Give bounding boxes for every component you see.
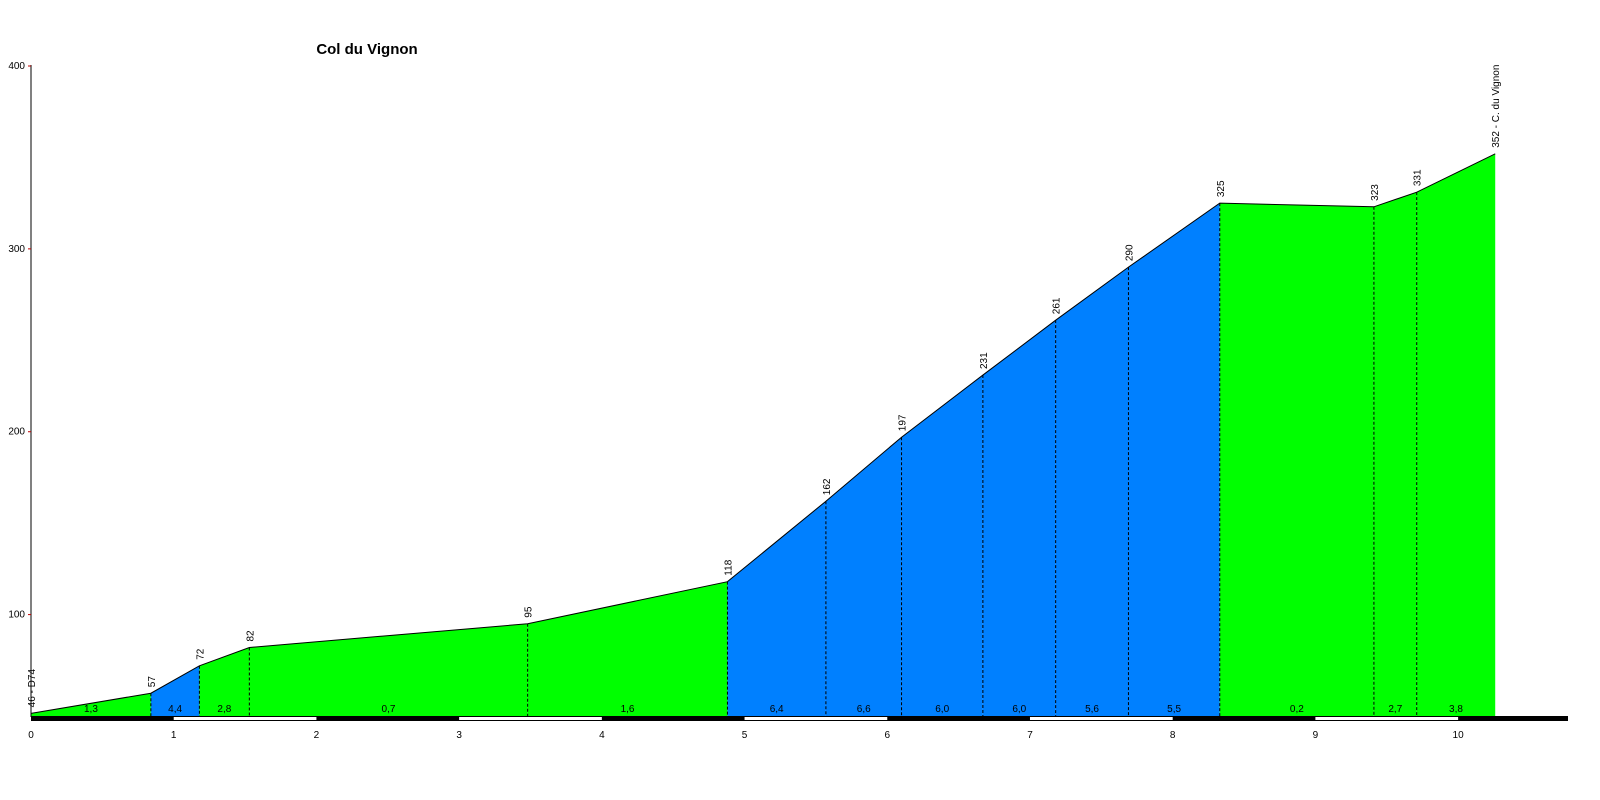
gradient-label: 4,4 (168, 704, 182, 715)
elevation-label: 231 (979, 352, 990, 369)
profile-segment (199, 647, 250, 717)
elevation-label: 162 (822, 478, 833, 495)
gradient-label: 3,8 (1449, 704, 1463, 715)
x-tick-label: 4 (599, 730, 605, 741)
elevation-label: 352 - C. du Vignon (1491, 65, 1502, 148)
y-tick-label: 200 (8, 427, 25, 438)
x-tick-label: 5 (742, 730, 748, 741)
elevation-label: 118 (723, 559, 734, 575)
chart-title: Col du Vignon (316, 41, 417, 58)
x-tick-label: 2 (314, 730, 320, 741)
profile-segment (1055, 267, 1129, 717)
scale-bar-white (1315, 717, 1459, 720)
profile-segment (31, 693, 151, 717)
elevation-label: 323 (1370, 184, 1381, 201)
x-tick-label: 0 (28, 730, 34, 741)
profile-segment (982, 320, 1056, 717)
x-tick-label: 7 (1027, 730, 1033, 741)
gradient-label: 0,2 (1290, 704, 1304, 715)
elevation-label: 261 (1052, 297, 1063, 314)
x-tick-label: 8 (1170, 730, 1176, 741)
gradient-label: 5,5 (1167, 704, 1181, 715)
gradient-label: 1,6 (621, 704, 635, 715)
y-tick-label: 400 (8, 61, 25, 72)
x-tick-label: 9 (1313, 730, 1319, 741)
x-tick-label: 3 (456, 730, 462, 741)
x-tick-label: 1 (171, 730, 177, 741)
elevation-label: 57 (147, 676, 158, 688)
elevation-label: 82 (245, 630, 256, 642)
elevation-label: 325 (1216, 180, 1227, 197)
elevation-label: 95 (524, 606, 535, 618)
profile-segment (1219, 203, 1374, 718)
elevation-label: 72 (195, 648, 206, 660)
gradient-label: 6,0 (1012, 704, 1026, 715)
gradient-label: 5,6 (1085, 704, 1099, 715)
elevation-label: 331 (1413, 169, 1424, 186)
profile-segment (727, 501, 826, 717)
gradient-label: 6,6 (857, 704, 871, 715)
gradient-label: 1,3 (84, 704, 98, 715)
profile-segment (249, 623, 528, 717)
gradient-label: 6,4 (770, 704, 784, 715)
x-tick-label: 10 (1453, 730, 1465, 741)
gradient-label: 6,0 (935, 704, 949, 715)
profile-segment (527, 581, 728, 717)
profile-segment (901, 375, 983, 717)
scale-bar-white (744, 717, 888, 720)
y-tick-label: 300 (8, 244, 25, 255)
elevation-label: 46 - D74 (27, 669, 38, 708)
scale-bar-white (173, 717, 317, 720)
elevation-label: 290 (1124, 244, 1135, 261)
gradient-label: 0,7 (382, 704, 396, 715)
gradient-label: 2,8 (217, 704, 231, 715)
profile-segment (1373, 192, 1417, 717)
scale-bar-white (1029, 717, 1173, 720)
gradient-label: 2,7 (1388, 704, 1402, 715)
profile-segment (150, 665, 200, 717)
y-tick-label: 100 (8, 610, 25, 621)
x-tick-label: 6 (884, 730, 890, 741)
profile-segment (1128, 203, 1220, 718)
profile-segment (825, 437, 902, 717)
scale-bar-white (459, 717, 602, 720)
profile-segment (1416, 153, 1496, 718)
elevation-label: 197 (898, 414, 909, 431)
